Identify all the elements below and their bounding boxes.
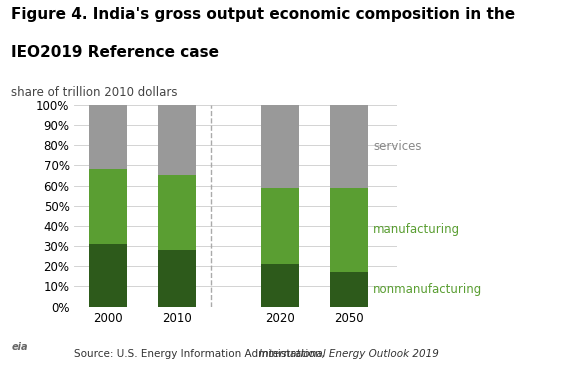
- Bar: [158, 105, 196, 175]
- Text: nonmanufacturing: nonmanufacturing: [373, 283, 483, 296]
- Text: IEO2019 Reference case: IEO2019 Reference case: [11, 45, 219, 60]
- Bar: [261, 264, 299, 307]
- Bar: [158, 175, 196, 250]
- Bar: [330, 272, 367, 307]
- Text: Source: U.S. Energy Information Administration,: Source: U.S. Energy Information Administ…: [74, 349, 328, 359]
- Text: share of trillion 2010 dollars: share of trillion 2010 dollars: [11, 86, 178, 99]
- Bar: [330, 187, 367, 272]
- Text: Figure 4. India's gross output economic composition in the: Figure 4. India's gross output economic …: [11, 7, 515, 22]
- Text: International Energy Outlook 2019: International Energy Outlook 2019: [259, 349, 439, 359]
- Text: eia: eia: [11, 341, 28, 352]
- Bar: [330, 105, 367, 187]
- Text: services: services: [373, 140, 422, 153]
- Text: manufacturing: manufacturing: [373, 223, 460, 236]
- Bar: [89, 105, 127, 169]
- Bar: [261, 105, 299, 187]
- Bar: [89, 244, 127, 307]
- Bar: [261, 187, 299, 264]
- Bar: [158, 250, 196, 307]
- Bar: [89, 169, 127, 244]
